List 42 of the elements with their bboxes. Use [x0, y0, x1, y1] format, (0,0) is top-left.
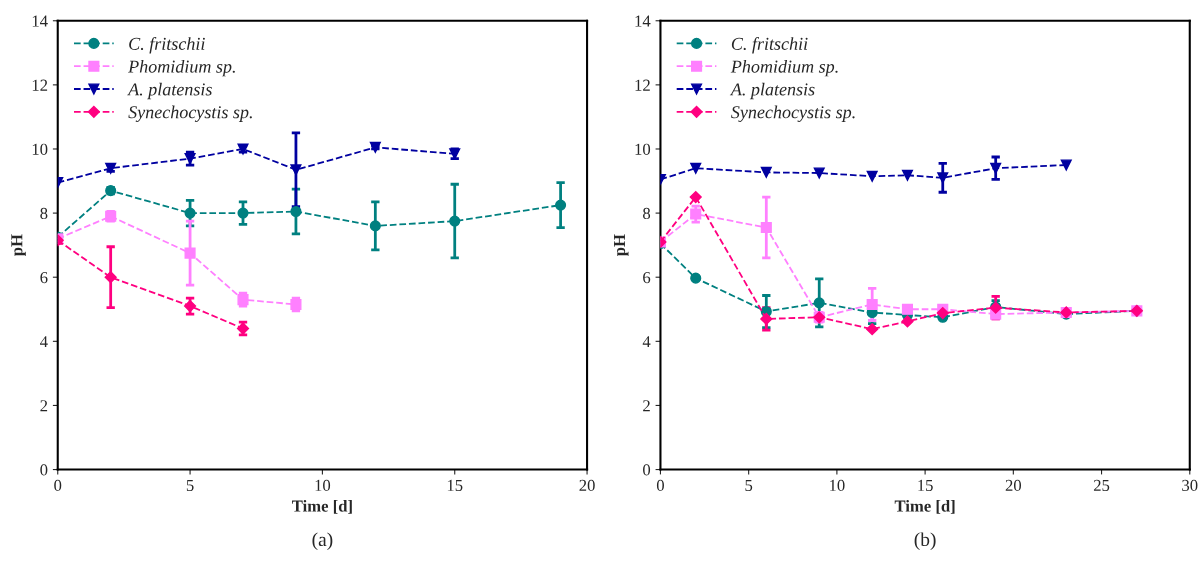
legend-label: Phomidium sp. [128, 59, 235, 77]
y-tick-label: 4 [642, 336, 651, 348]
x-axis-title: Time [d] [894, 499, 955, 514]
x-tick-label: 25 [1093, 479, 1110, 492]
legend-label: C. fritschii [129, 37, 205, 54]
x-tick-label: 0 [54, 479, 62, 492]
legend-label: Phomidium sp. [730, 59, 838, 77]
x-tick-label: 15 [918, 479, 933, 492]
legend-label: A. platensis [127, 82, 212, 100]
y-tick-label: 14 [635, 15, 651, 27]
y-tick-label: 2 [643, 400, 650, 412]
y-tick-label: 0 [643, 464, 651, 476]
x-tick-label: 5 [745, 479, 753, 492]
text: (b) [914, 532, 936, 551]
x-tick-label: 20 [579, 479, 595, 492]
y-tick-label: 6 [40, 271, 48, 284]
y-tick-label: 6 [643, 271, 651, 284]
x-tick-label: 30 [1182, 479, 1198, 492]
y-axis-title: pH [11, 234, 26, 257]
x-tick-label: 5 [186, 479, 194, 492]
x-tick-label: 15 [447, 479, 463, 492]
y-tick-label: 10 [635, 143, 651, 155]
y-tick-label: 8 [643, 207, 651, 220]
x-tick-label: 0 [656, 479, 664, 492]
legend-label: A. platensis [729, 82, 815, 100]
y-tick-label: 12 [635, 79, 650, 91]
y-tick-label: 0 [40, 464, 48, 476]
y-tick-label: 12 [32, 79, 48, 91]
y-tick-label: 2 [40, 400, 48, 412]
y-tick-label: 8 [40, 207, 48, 220]
y-tick-label: 14 [32, 15, 48, 27]
y-tick-label: 4 [40, 336, 48, 348]
text: (a) [312, 532, 333, 551]
x-axis-title: Time [d] [292, 499, 352, 514]
y-tick-label: 10 [32, 143, 48, 155]
legend-label: Synechocystis sp. [128, 105, 252, 123]
x-tick-label: 10 [830, 479, 845, 492]
x-tick-label: 10 [315, 479, 331, 492]
x-tick-label: 20 [1005, 479, 1022, 492]
legend-label: C. fritschii [731, 37, 808, 54]
y-axis-title: pH [614, 234, 629, 257]
legend-label: Synechocystis sp. [731, 105, 855, 123]
